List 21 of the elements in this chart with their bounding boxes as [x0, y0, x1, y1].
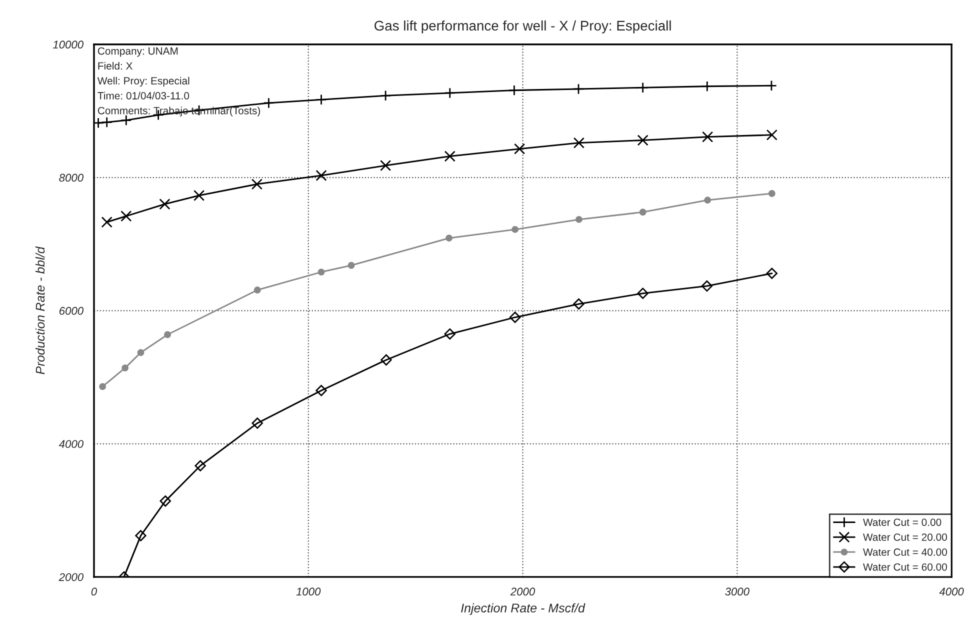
y-tick-label: 8000	[59, 174, 84, 182]
annotation: Time: 01/04/03-11.0	[98, 92, 190, 100]
legend-label: Water Cut = 20.00	[863, 534, 947, 541]
y-axis-title: Production Rate - bbl/d	[35, 246, 45, 374]
y-tick-label: 10000	[52, 40, 84, 49]
annotation: Well: Proy: Especial	[97, 76, 190, 87]
x-tick-label: 1000	[296, 588, 321, 596]
legend-label: Water Cut = 40.00	[863, 548, 947, 556]
x-tick-label: 4000	[939, 588, 964, 596]
x-tick-label: 2000	[510, 588, 536, 596]
y-tick-label: 6000	[59, 306, 84, 315]
x-tick-label: 3000	[725, 588, 750, 596]
legend-label: Water Cut = 0.00	[863, 518, 942, 526]
x-axis-title: Injection Rate - Mscf/d	[461, 603, 586, 615]
x-tick-label: 0	[91, 588, 97, 596]
legend-label: Water Cut = 60.00	[863, 563, 947, 571]
y-tick-label: 2000	[58, 573, 84, 582]
y-tick-label: 4000	[58, 440, 84, 448]
annotation: Field: X	[98, 62, 133, 70]
annotation: Company: UNAM	[98, 47, 178, 57]
chart-title: Gas lift performance for well - X / Proy: Especiall	[374, 20, 671, 34]
